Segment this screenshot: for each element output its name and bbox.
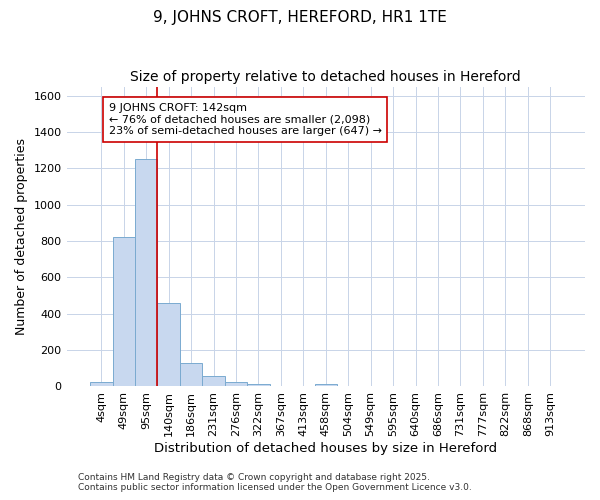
Bar xyxy=(113,238,135,386)
Bar xyxy=(202,376,225,386)
Bar xyxy=(225,382,247,386)
Text: 9 JOHNS CROFT: 142sqm
← 76% of detached houses are smaller (2,098)
23% of semi-d: 9 JOHNS CROFT: 142sqm ← 76% of detached … xyxy=(109,103,382,136)
Y-axis label: Number of detached properties: Number of detached properties xyxy=(15,138,28,335)
Text: 9, JOHNS CROFT, HEREFORD, HR1 1TE: 9, JOHNS CROFT, HEREFORD, HR1 1TE xyxy=(153,10,447,25)
Text: Contains HM Land Registry data © Crown copyright and database right 2025.
Contai: Contains HM Land Registry data © Crown c… xyxy=(78,473,472,492)
Bar xyxy=(314,384,337,386)
Bar xyxy=(247,384,269,386)
X-axis label: Distribution of detached houses by size in Hereford: Distribution of detached houses by size … xyxy=(154,442,497,455)
Bar xyxy=(135,160,157,386)
Bar xyxy=(157,303,180,386)
Bar xyxy=(180,363,202,386)
Bar xyxy=(90,382,113,386)
Title: Size of property relative to detached houses in Hereford: Size of property relative to detached ho… xyxy=(130,70,521,84)
